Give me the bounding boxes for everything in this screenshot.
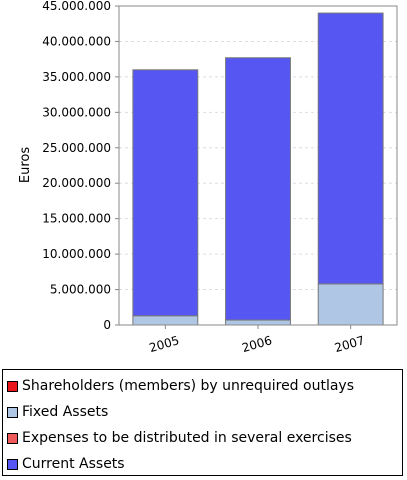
y-tick-label: 0 [103,318,111,332]
legend-label: Fixed Assets [22,404,109,420]
x-tick-label: 2005 [148,333,181,355]
y-tick-label: 35.000.000 [42,70,111,84]
bar-2007-1 [317,283,384,326]
y-tick-label: 25.000.000 [42,141,111,155]
legend-swatch [7,380,18,392]
y-tick-label: 40.000.000 [42,34,111,48]
legend-item-fixed-assets: Fixed Assets [7,399,402,425]
y-tick-label: 10.000.000 [42,247,111,261]
y-tick-label: 45.000.000 [42,0,111,13]
legend-swatch [7,458,18,470]
legend-label: Expenses to be distributed in several ex… [22,430,352,446]
bar-2007-3 [317,12,384,285]
bar-chart: 0 5.000.000 10.000.000 15.000.000 20.000.000… [18,0,398,355]
bars [132,12,384,326]
legend-item-current-assets: Current Assets [7,451,402,477]
x-tick-label: 2007 [333,333,366,355]
legend-label: Current Assets [22,456,125,472]
bar-2006-3 [225,57,291,321]
legend-swatch [7,432,18,444]
legend-item-shareholders: Shareholders (members) by unrequired out… [7,373,402,399]
x-tick-label: 2006 [240,333,273,355]
legend-item-expenses: Expenses to be distributed in several ex… [7,425,402,451]
bar-2005-3 [132,69,199,317]
y-tick-label: 30.000.000 [42,105,111,119]
bar-2005-1 [132,315,199,326]
legend-swatch [7,406,18,418]
y-tick-label: 5.000.000 [50,283,111,297]
bar-2006-1 [225,319,291,326]
y-tick-label: 15.000.000 [42,212,111,226]
y-tick-label: 20.000.000 [42,176,111,190]
y-axis: 0 5.000.000 10.000.000 15.000.000 20.000.000… [42,0,119,332]
y-axis-title: Euros [18,147,33,183]
legend-label: Shareholders (members) by unrequired out… [22,378,354,394]
legend: Shareholders (members) by unrequired out… [2,369,403,476]
x-axis: 2005 2006 2007 [148,325,366,355]
